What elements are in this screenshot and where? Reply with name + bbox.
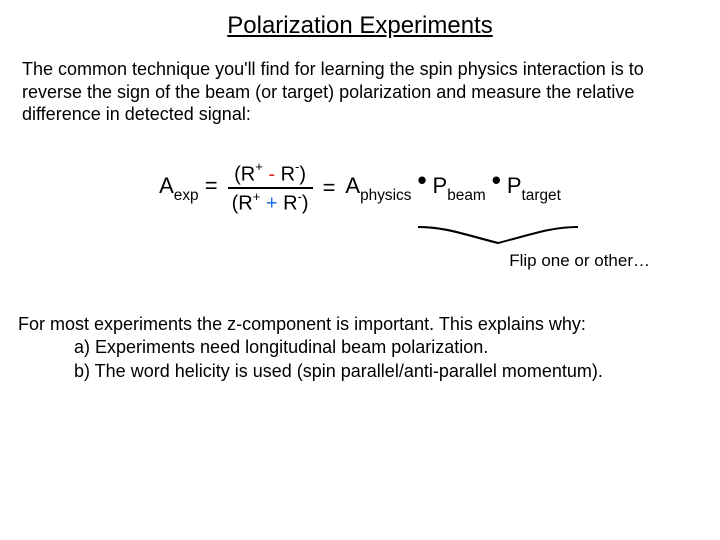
dot-2-icon: • [492,165,501,196]
equals-2: = [323,175,336,201]
den-open: (R [232,193,253,215]
rhs-a-sub: physics [360,187,411,204]
rhs-p2-sub: target [522,187,561,204]
num-r2: R [281,163,295,185]
den-r2: R [283,193,297,215]
lhs-sub: exp [174,187,199,204]
formula: Aexp = (R+ - R-) (R+ + R-) = Aphysics • … [0,162,720,215]
final-intro: For most experiments the z-component is … [18,313,702,336]
den-sup2: - [298,189,302,204]
a-physics: Aphysics [345,173,411,203]
den-close: ) [302,193,309,215]
num-sup2: - [295,159,299,174]
flip-label: Flip one or other… [0,251,720,271]
dot-1-icon: • [417,165,426,196]
lhs-var: A [159,173,174,198]
brace-row [0,225,720,247]
num-sup1: + [255,159,263,174]
rhs-p1-sub: beam [447,187,486,204]
aexp: Aexp = [159,173,218,203]
equals-1: = [205,173,218,198]
curly-brace-icon [416,225,580,247]
fraction: (R+ - R-) (R+ + R-) [228,162,313,215]
rhs-p1: P [433,173,448,198]
rhs: Aphysics • Pbeam • Ptarget [345,173,560,204]
den-sup1: + [253,189,261,204]
final-block: For most experiments the z-component is … [0,313,720,383]
rhs-p2: P [507,173,522,198]
num-minus: - [263,163,281,185]
page-title: Polarization Experiments [0,0,720,40]
den-plus: + [260,193,283,215]
p-target: Ptarget [507,173,561,203]
numerator: (R+ - R-) [230,162,310,188]
final-b: b) The word helicity is used (spin paral… [18,360,702,383]
denominator: (R+ + R-) [228,187,313,215]
num-close: ) [299,163,306,185]
rhs-a: A [345,173,360,198]
num-open: (R [234,163,255,185]
p-beam: Pbeam [433,173,486,203]
final-a: a) Experiments need longitudinal beam po… [18,336,702,359]
intro-paragraph: The common technique you'll find for lea… [0,58,720,126]
